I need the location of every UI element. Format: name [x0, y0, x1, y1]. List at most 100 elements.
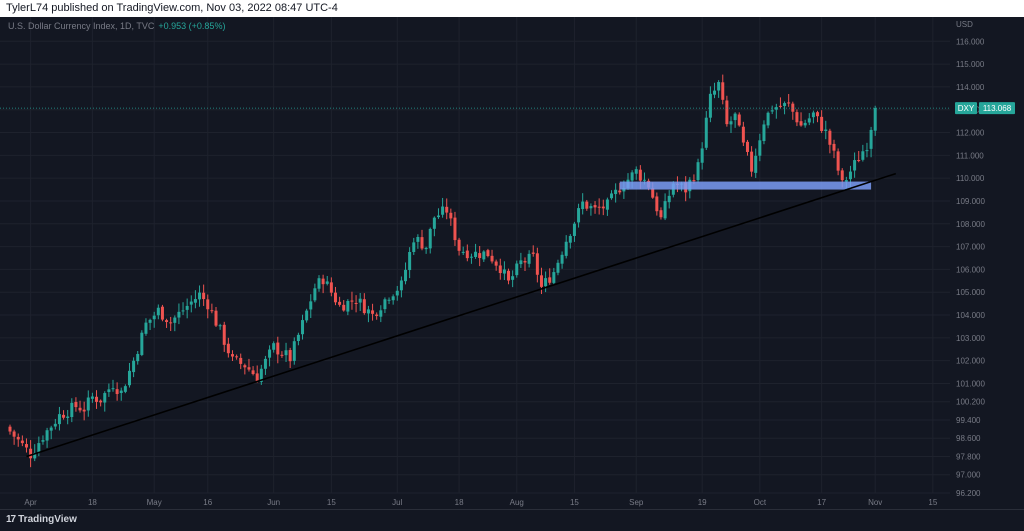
candle-body [873, 108, 877, 131]
candle-body [605, 199, 609, 210]
candle-body [556, 262, 560, 273]
candle-body [733, 113, 737, 121]
candle-body [642, 179, 646, 181]
candle-body [704, 117, 708, 148]
chart-area[interactable]: 116.000115.000114.000113.000112.000111.0… [0, 17, 1024, 509]
candle-body [762, 124, 766, 142]
candle-body [482, 251, 486, 260]
candle-body [41, 440, 45, 442]
candle-body [107, 389, 111, 393]
candle-body [189, 301, 193, 305]
y-tick-label: 98.600 [956, 434, 981, 443]
x-tick-label: 15 [570, 498, 579, 507]
candle-body [420, 237, 424, 249]
candle-body [593, 205, 597, 208]
candle-body [375, 314, 379, 317]
candle-body [156, 307, 160, 316]
candle-body [589, 206, 593, 209]
candle-body [799, 121, 803, 126]
candle-body [230, 354, 234, 357]
chart-legend: U.S. Dollar Currency Index, 1D, TVC +0.95… [8, 21, 225, 31]
candle-body [828, 130, 832, 145]
candle-body [552, 272, 556, 283]
candle-body [865, 150, 869, 152]
candle-body [560, 254, 564, 264]
symbol-description: U.S. Dollar Currency Index, 1D, TVC [8, 21, 155, 31]
y-tick-label: 105.000 [956, 288, 985, 297]
candle-body [568, 236, 572, 243]
candle-body [185, 305, 189, 310]
candle-body [399, 280, 403, 291]
candle-body [193, 299, 197, 303]
candle-body [634, 169, 638, 174]
y-tick-label: 99.400 [956, 416, 981, 425]
symbol-badge-text: DXY [958, 104, 975, 113]
y-tick-label: 97.000 [956, 471, 981, 480]
candle-body [816, 112, 820, 117]
candle-body [371, 310, 375, 314]
candle-body [787, 102, 791, 104]
candle-body [610, 193, 614, 199]
candle-body [169, 322, 173, 324]
candle-body [276, 342, 280, 355]
tradingview-logo-icon: 17 [6, 514, 16, 525]
candle-body [387, 299, 391, 301]
candle-body [721, 82, 725, 100]
x-tick-label: Sep [629, 498, 644, 507]
candle-body [758, 140, 762, 156]
candle-body [564, 241, 568, 256]
x-tick-label: 18 [455, 498, 464, 507]
candle-body [16, 436, 20, 440]
candle-body [8, 426, 12, 432]
candle-body [424, 247, 428, 250]
y-tick-label: 102.000 [956, 357, 985, 366]
candle-body [581, 201, 585, 210]
candle-body [136, 353, 140, 362]
x-tick-label: Jun [267, 498, 280, 507]
y-tick-label: 111.000 [956, 151, 984, 160]
candle-body [700, 148, 704, 163]
candle-body [280, 354, 284, 356]
candle-body [507, 270, 511, 281]
candle-body [255, 373, 259, 382]
x-tick-label: May [147, 498, 162, 507]
candle-body [350, 300, 354, 302]
candle-body [511, 276, 515, 280]
candle-body [478, 253, 482, 259]
candle-body [222, 324, 226, 345]
candle-body [708, 93, 712, 118]
candle-body [329, 282, 333, 293]
candle-body [836, 151, 840, 171]
candle-body [259, 368, 263, 382]
candle-body [296, 334, 300, 342]
candle-body [750, 151, 754, 172]
candle-body [144, 322, 148, 334]
candle-body [539, 275, 543, 287]
candle-body [853, 160, 857, 171]
y-tick-label: 103.000 [956, 334, 985, 343]
candle-body [247, 367, 251, 370]
published-text: TylerL74 published on TradingView.com, N… [6, 2, 338, 14]
candle-body [445, 206, 449, 213]
tradingview-logo[interactable]: 17 TradingView [6, 514, 77, 525]
candle-body [99, 400, 103, 403]
candle-body [198, 292, 202, 300]
candle-body [338, 301, 342, 305]
candle-body [140, 332, 144, 355]
candle-body [436, 215, 440, 218]
candle-body [74, 401, 78, 408]
candle-body [408, 251, 412, 271]
candle-body [268, 349, 272, 358]
candlestick-chart[interactable]: 116.000115.000114.000113.000112.000111.0… [0, 17, 1024, 509]
x-tick-label: 18 [88, 498, 97, 507]
candle-body [655, 196, 659, 212]
candle-body [869, 129, 873, 149]
candle-body [692, 180, 696, 182]
candle-body [123, 386, 127, 392]
candle-body [309, 301, 313, 310]
candle-body [103, 393, 107, 403]
support-zone [619, 181, 872, 190]
candle-body [729, 121, 733, 125]
candle-body [659, 210, 663, 218]
